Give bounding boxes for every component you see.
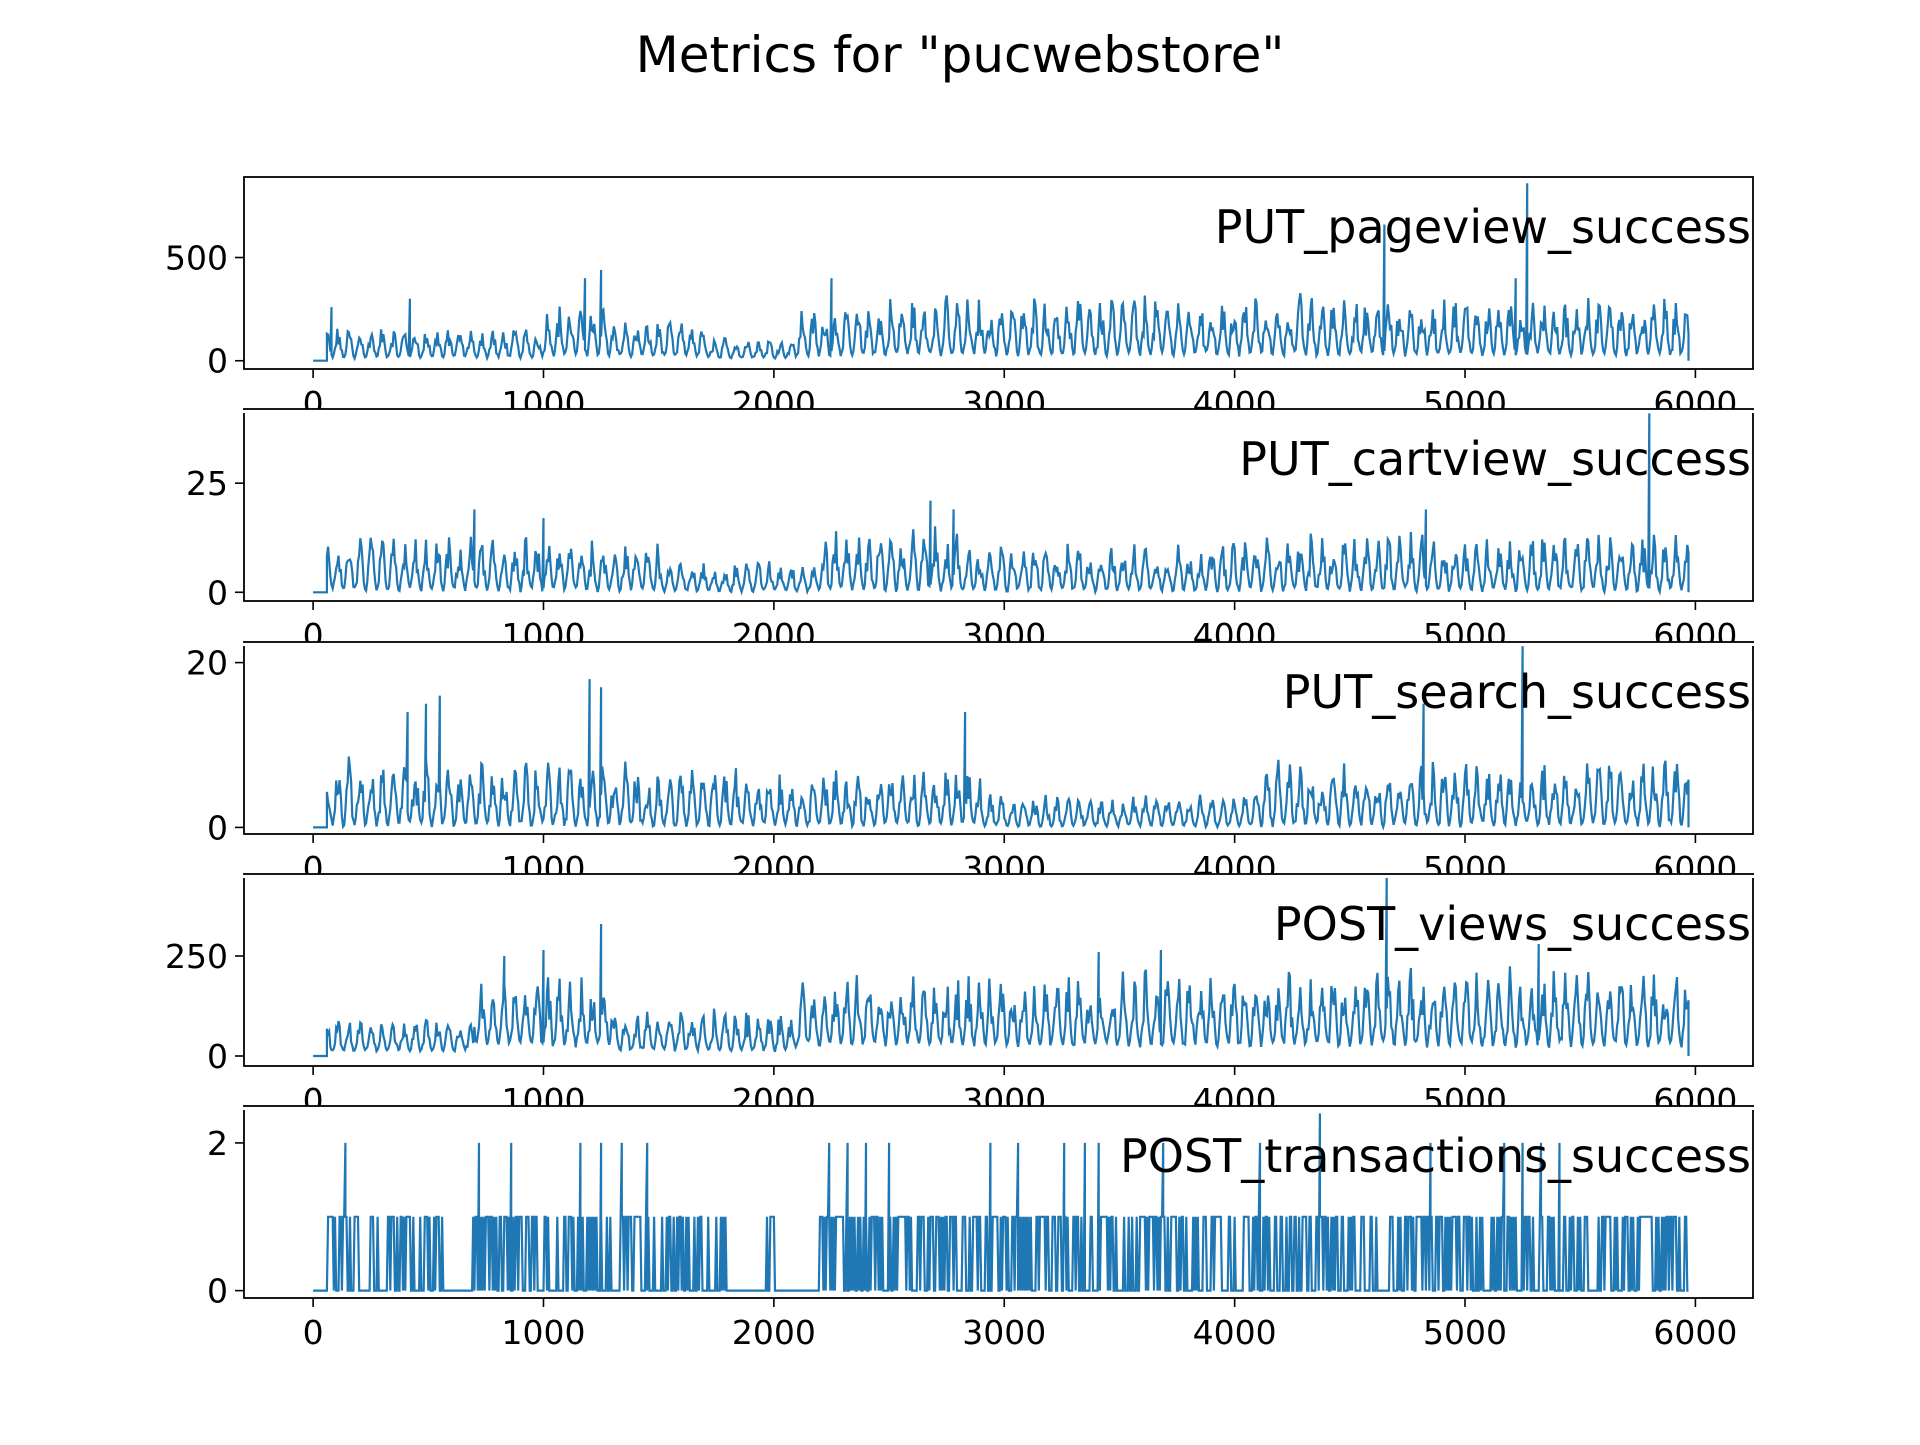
chart-title: Metrics for "pucwebstore" [636, 26, 1285, 84]
y-tick-label: 250 [165, 937, 228, 976]
y-tick-label: 0 [207, 342, 228, 381]
x-tick-label: 4000 [1193, 1313, 1277, 1352]
panel-label: POST_transactions_success [1120, 1129, 1751, 1183]
panel-top-background [244, 874, 1753, 894]
x-tick-label: 5000 [1423, 1313, 1507, 1352]
panel-top-background [244, 409, 1753, 429]
panel-label: PUT_search_success [1283, 665, 1751, 719]
panel-label: PUT_cartview_success [1239, 432, 1751, 486]
axes-frame [243, 176, 1754, 370]
panel-post-transactions-success: 0 2 0 1000 2000 3000 4000 5000 6000 POST_transact… [207, 1105, 1754, 1352]
x-tick-label: 6000 [1653, 1313, 1737, 1352]
y-tick-label: 0 [207, 1272, 228, 1311]
axes-frame [243, 873, 1754, 1067]
y-tick-label: 500 [165, 239, 228, 278]
x-tick-label: 2000 [732, 1313, 816, 1352]
overlap-mask [243, 410, 1754, 413]
series-line [313, 875, 1690, 1058]
x-tick-label: 1000 [502, 1313, 586, 1352]
panel-label: PUT_pageview_success [1215, 200, 1751, 254]
y-tick-label: 0 [207, 808, 228, 847]
axes-frame [243, 641, 1754, 835]
y-tick-label: 20 [186, 644, 228, 683]
panel-label: POST_views_success [1274, 897, 1751, 951]
y-tick-label: 25 [186, 464, 228, 503]
overlap-mask [243, 875, 1754, 878]
axes-frame [243, 408, 1754, 602]
panel-overlap-masks [243, 0, 1754, 1110]
overlap-mask [243, 1107, 1754, 1110]
panel-top-background [244, 0, 1753, 20]
series-line [313, 646, 1690, 831]
series-line [313, 1113, 1689, 1292]
y-tick-label: 0 [207, 1037, 228, 1076]
x-tick-label: 3000 [962, 1313, 1046, 1352]
y-tick-label: 2 [207, 1124, 228, 1163]
series-line [313, 413, 1690, 596]
panel-top-background [244, 1106, 1753, 1126]
x-tick-label: 0 [303, 1313, 324, 1352]
axes-frame [243, 1105, 1754, 1299]
panel-top-background [244, 642, 1753, 662]
y-tick-label: 0 [207, 573, 228, 612]
series-line [313, 183, 1690, 362]
overlap-mask [243, 643, 1754, 646]
